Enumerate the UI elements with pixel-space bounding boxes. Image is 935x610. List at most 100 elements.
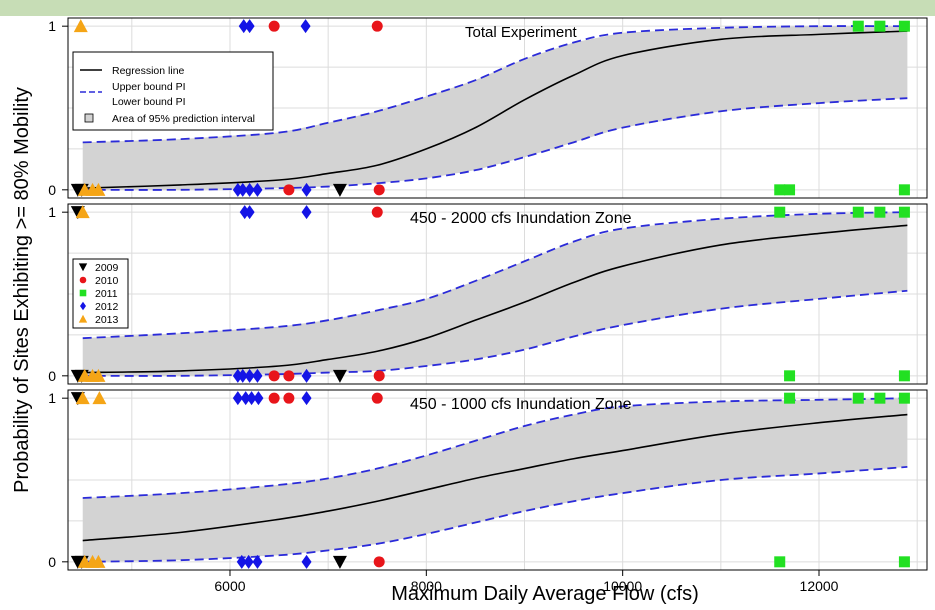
panel-3: 0 1 450 - 1000 cfs Inundation Zone: [48, 389, 928, 571]
legend-lines-label: Area of 95% prediction interval: [112, 113, 255, 125]
point-2011-square: [79, 289, 87, 297]
legend-lines-box: [72, 51, 274, 131]
y-tick-label: 0: [48, 368, 56, 384]
point-2012-diamond: [300, 19, 311, 34]
point-2011-square: [784, 392, 796, 404]
point-2012-diamond: [237, 368, 248, 383]
x-tick-label: 6000: [214, 578, 245, 594]
legend-year-label: 2012: [95, 301, 119, 313]
point-2013-triangle-up: [75, 205, 90, 219]
point-2013-triangle-up: [91, 368, 106, 382]
point-2012-diamond: [238, 19, 249, 34]
panel-title: 450 - 2000 cfs Inundation Zone: [410, 210, 632, 227]
point-2011-square: [898, 184, 910, 196]
point-2010-circle: [268, 20, 280, 32]
point-2012-diamond: [252, 182, 263, 197]
panel-frame: [67, 389, 928, 571]
legend-lines: Regression line Upper bound PI Lower bound…: [72, 51, 274, 131]
point-2011-square: [898, 20, 910, 32]
upper-bound-line: [82, 397, 908, 499]
point-2009-triangle-down: [332, 183, 347, 197]
legend-lines-label: Lower bound PI: [112, 96, 186, 108]
point-2011-square: [852, 206, 864, 218]
point-2009-triangle-down: [332, 369, 347, 383]
legend-year-label: 2009: [95, 262, 119, 274]
point-2012-diamond: [244, 19, 255, 34]
x-tick-label: 12000: [800, 578, 839, 594]
point-2012-diamond: [232, 391, 243, 406]
legend-lines-label: Regression line: [112, 65, 185, 77]
point-2012-diamond: [253, 391, 264, 406]
point-2010-circle: [371, 20, 383, 32]
point-2012-diamond: [236, 554, 247, 569]
point-2012-diamond: [237, 182, 248, 197]
y-tick-label: 1: [48, 204, 56, 220]
y-tick-label: 1: [48, 18, 56, 34]
point-2010-circle: [268, 392, 280, 404]
point-2011-square: [852, 392, 864, 404]
point-2013-triangle-up: [78, 314, 88, 323]
legend-year-label: 2011: [95, 288, 118, 300]
point-2012-diamond: [244, 182, 255, 197]
point-2011-square: [874, 392, 886, 404]
point-2012-diamond: [301, 391, 312, 406]
regression-line: [82, 413, 908, 542]
panel-title: Total Experiment: [465, 24, 578, 41]
prediction-interval-area: [82, 212, 908, 376]
point-2011-square: [852, 20, 864, 32]
point-2012-diamond: [244, 205, 255, 220]
legend-lines-label: Upper bound PI: [112, 81, 186, 93]
x-axis-label: Maximum Daily Average Flow (cfs): [391, 583, 698, 605]
window-top-band: [0, 0, 935, 16]
point-2010-circle: [268, 370, 280, 382]
x-tick-label: 10000: [603, 578, 642, 594]
point-2009-triangle-down: [332, 555, 347, 569]
point-2013-triangle-up: [75, 391, 90, 405]
legend-year-label: 2013: [95, 314, 119, 326]
legend-year-label: 2010: [95, 275, 119, 287]
point-2010-circle: [371, 392, 383, 404]
point-2011-square: [898, 206, 910, 218]
lower-bound-line: [82, 289, 908, 377]
point-2011-square: [898, 392, 910, 404]
y-axis-label: Probability of Sites Exhibiting >= 80% M…: [11, 87, 33, 493]
point-2013-triangle-up: [91, 182, 106, 196]
point-2011-square: [874, 206, 886, 218]
point-2010-circle: [371, 206, 383, 218]
point-2009-triangle-down: [78, 263, 88, 272]
point-2010-circle: [283, 392, 295, 404]
panel-title: 450 - 1000 cfs Inundation Zone: [410, 396, 632, 413]
point-2012-diamond: [301, 368, 312, 383]
prediction-interval-area: [82, 398, 908, 562]
point-2010-circle: [283, 184, 295, 196]
y-tick-label: 1: [48, 390, 56, 406]
point-2012-diamond: [252, 368, 263, 383]
point-2011-square: [898, 556, 910, 568]
point-2011-square: [898, 370, 910, 382]
y-tick-label: 0: [48, 554, 56, 570]
point-2010-circle: [79, 276, 87, 284]
panel-frame: [67, 203, 928, 385]
point-2012-diamond: [246, 391, 257, 406]
point-2012-diamond: [240, 391, 251, 406]
point-2013-triangle-up: [73, 19, 88, 33]
point-2012-diamond: [244, 368, 255, 383]
lower-bound-line: [82, 466, 908, 563]
point-2012-diamond: [252, 554, 263, 569]
upper-bound-line: [82, 25, 908, 144]
point-2012-diamond: [80, 301, 86, 311]
point-2012-diamond: [243, 554, 254, 569]
prediction-interval-area: [82, 26, 908, 190]
point-2011-square: [874, 20, 886, 32]
point-2011-square: [774, 556, 786, 568]
point-2012-diamond: [301, 205, 312, 220]
regression-line: [82, 224, 908, 374]
lower-bound-line: [82, 97, 908, 191]
point-2010-circle: [373, 556, 385, 568]
point-2012-diamond: [301, 554, 312, 569]
point-2011-square: [774, 206, 786, 218]
point-2012-diamond: [301, 182, 312, 197]
